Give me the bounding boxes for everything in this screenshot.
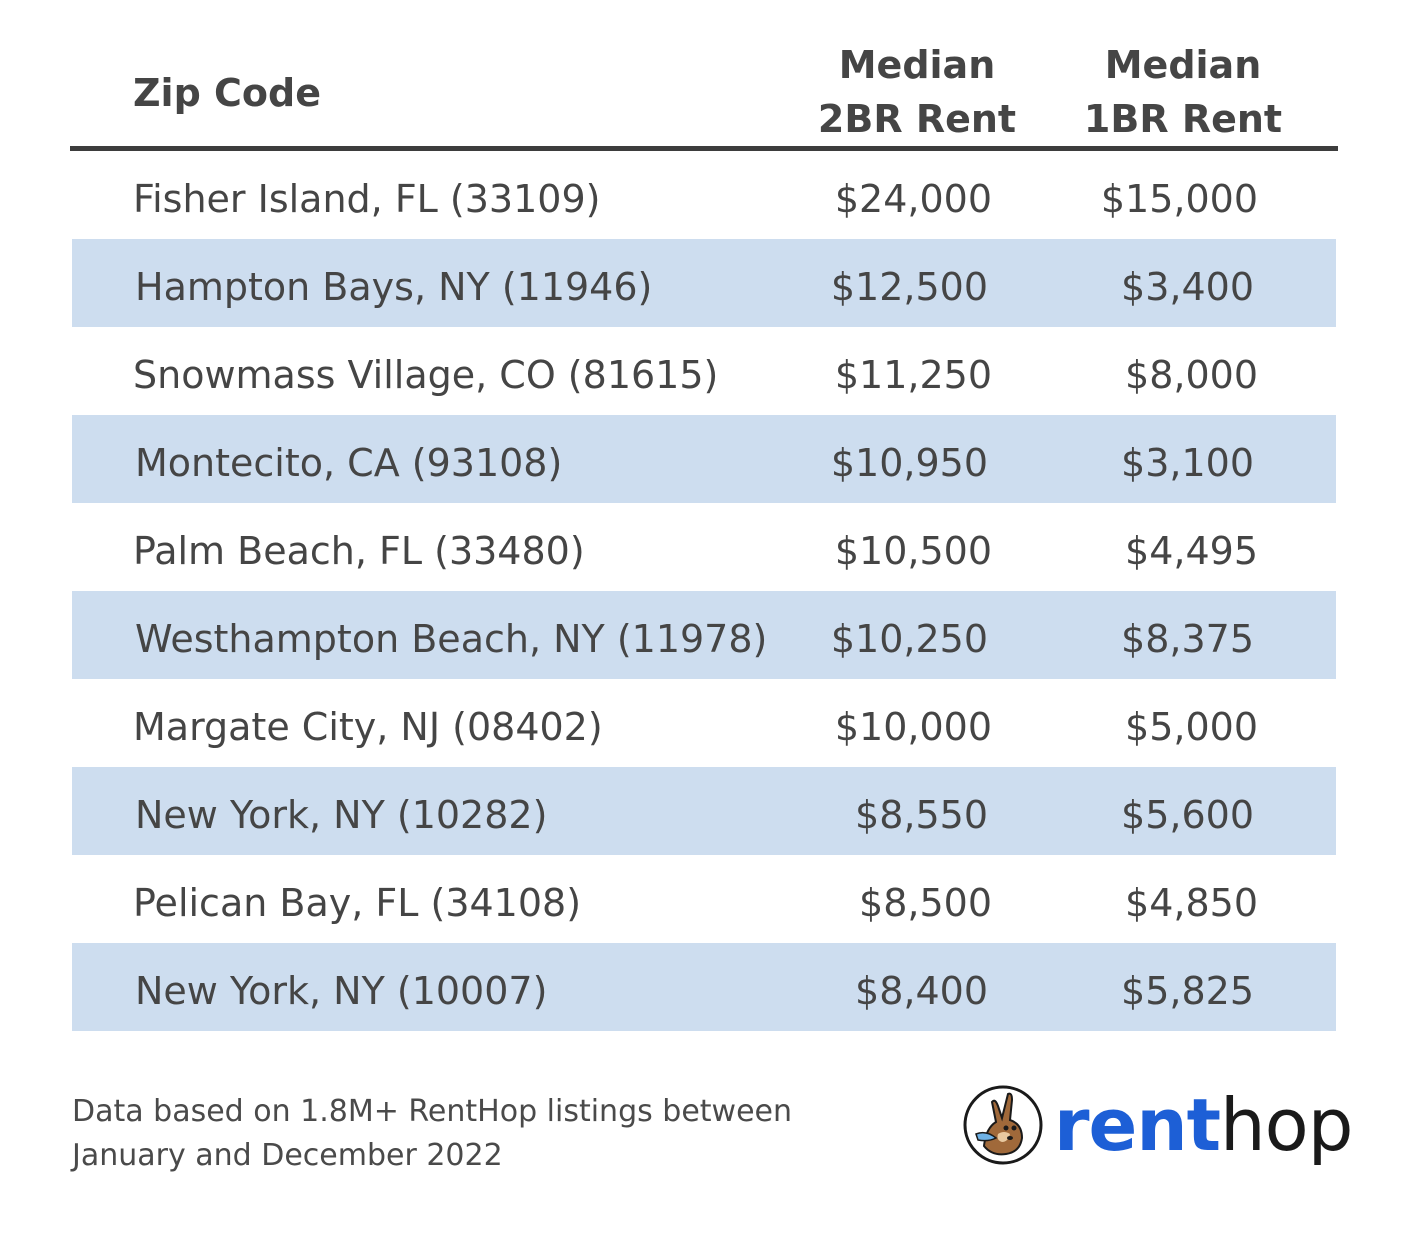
zip-name: New York, NY (10282) — [135, 793, 548, 837]
table-body: Fisher Island, FL (33109) $24,000 $15,00… — [70, 151, 1338, 1031]
table-row: Fisher Island, FL (33109) $24,000 $15,00… — [70, 151, 1338, 239]
zip-name: Margate City, NJ (08402) — [133, 705, 603, 749]
zip-name: Fisher Island, FL (33109) — [133, 177, 601, 221]
rent-1br: $4,495 — [1125, 529, 1258, 573]
rent-2br: $10,950 — [830, 441, 988, 485]
footnote-line1: Data based on 1.8M+ RentHop listings bet… — [72, 1094, 792, 1129]
rent-2br: $10,250 — [830, 617, 988, 661]
zip-name: Hampton Bays, NY (11946) — [135, 265, 653, 309]
rent-2br: $11,250 — [834, 353, 992, 397]
rent-2br: $10,500 — [834, 529, 992, 573]
rent-1br: $4,850 — [1125, 881, 1258, 925]
footnote-line2: January and December 2022 — [72, 1138, 503, 1173]
table-row: Westhampton Beach, NY (11978) $10,250 $8… — [72, 591, 1336, 679]
rent-1br: $15,000 — [1100, 177, 1258, 221]
rent-1br: $5,600 — [1121, 793, 1254, 837]
table-row: Hampton Bays, NY (11946) $12,500 $3,400 — [72, 239, 1336, 327]
header-2br-line2: 2BR Rent — [817, 97, 1017, 141]
zip-name: Palm Beach, FL (33480) — [133, 529, 585, 573]
zip-name: Pelican Bay, FL (34108) — [133, 881, 582, 925]
zip-name: Westhampton Beach, NY (11978) — [135, 617, 768, 661]
table-row: New York, NY (10007) $8,400 $5,825 — [72, 943, 1336, 1031]
renthop-kangaroo-icon — [963, 1085, 1043, 1165]
zip-name: Snowmass Village, CO (81615) — [133, 353, 719, 397]
header-2br-line1: Median — [838, 43, 996, 87]
rent-1br: $5,000 — [1125, 705, 1258, 749]
table-row: Montecito, CA (93108) $10,950 $3,100 — [72, 415, 1336, 503]
rent-2br: $24,000 — [834, 177, 992, 221]
header-divider — [70, 146, 1338, 151]
rent-1br: $3,400 — [1121, 265, 1254, 309]
rent-1br: $3,100 — [1121, 441, 1254, 485]
wordmark-rent: rent — [1054, 1083, 1221, 1167]
table-row: Pelican Bay, FL (34108) $8,500 $4,850 — [70, 855, 1338, 943]
table-row: Margate City, NJ (08402) $10,000 $5,000 — [70, 679, 1338, 767]
rent-2br: $8,400 — [855, 969, 988, 1013]
table-row: Snowmass Village, CO (81615) $11,250 $8,… — [70, 327, 1338, 415]
rent-1br: $8,375 — [1121, 617, 1254, 661]
data-source-note: Data based on 1.8M+ RentHop listings bet… — [72, 1090, 832, 1178]
renthop-logo: renthop — [962, 1080, 1353, 1170]
rent-2br: $8,500 — [859, 881, 992, 925]
header-1br-line2: 1BR Rent — [1083, 97, 1283, 141]
rent-2br: $8,550 — [855, 793, 988, 837]
zip-name: New York, NY (10007) — [135, 969, 548, 1013]
header-median-2br: Median 2BR Rent — [812, 38, 1022, 146]
table-row: New York, NY (10282) $8,550 $5,600 — [72, 767, 1336, 855]
header-1br-line1: Median — [1104, 43, 1262, 87]
table-row: Palm Beach, FL (33480) $10,500 $4,495 — [70, 503, 1338, 591]
rent-table: Zip Code Median 2BR Rent Median 1BR Rent… — [70, 0, 1338, 1031]
renthop-wordmark: renthop — [1054, 1080, 1353, 1170]
header-median-1br: Median 1BR Rent — [1078, 38, 1288, 146]
rent-1br: $8,000 — [1125, 353, 1258, 397]
rent-2br: $10,000 — [834, 705, 992, 749]
header-zip-code: Zip Code — [133, 71, 321, 115]
rent-1br: $5,825 — [1121, 969, 1254, 1013]
table-header: Zip Code Median 2BR Rent Median 1BR Rent — [70, 0, 1338, 146]
rent-2br: $12,500 — [830, 265, 988, 309]
zip-name: Montecito, CA (93108) — [135, 441, 563, 485]
wordmark-hop: hop — [1220, 1083, 1353, 1167]
